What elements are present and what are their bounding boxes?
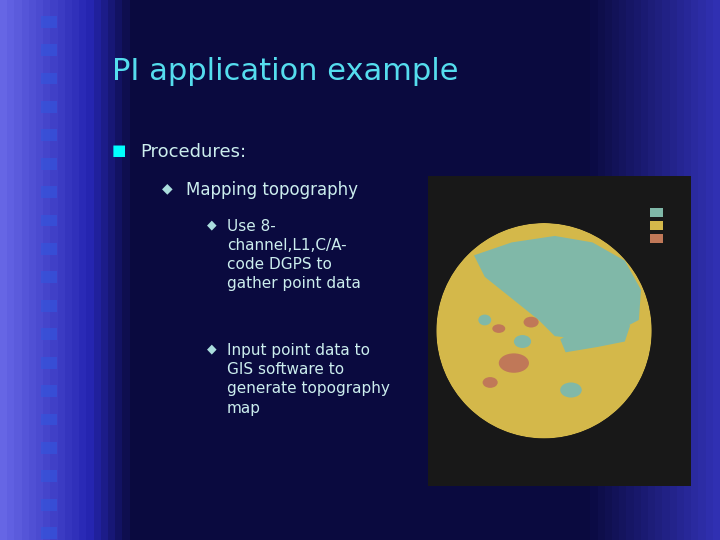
Text: Use 8-
channel,L1,C/A-
code DGPS to
gather point data: Use 8- channel,L1,C/A- code DGPS to gath… [227,219,361,291]
Ellipse shape [514,335,531,348]
Bar [41,527,57,539]
Bar [41,214,57,226]
Bar [41,442,57,454]
Bar [41,72,57,84]
Text: Procedures:: Procedures: [140,143,246,161]
Polygon shape [474,236,641,339]
Bar [41,385,57,397]
Text: ■: ■ [112,143,126,158]
Bar [41,414,57,426]
Bar [41,130,57,141]
Ellipse shape [523,317,539,328]
Bar [41,158,57,170]
Bar [41,272,57,284]
Bar [41,357,57,369]
Bar [650,221,663,231]
Ellipse shape [478,315,491,326]
Bar [41,16,57,28]
Ellipse shape [492,325,505,333]
Bar [41,499,57,511]
Text: ◆: ◆ [207,219,217,232]
Bar [650,234,663,244]
Ellipse shape [499,353,529,373]
Bar [41,328,57,340]
Bar [41,470,57,482]
Ellipse shape [560,382,582,397]
Text: Input point data to
GIS software to
generate topography
map: Input point data to GIS software to gene… [227,343,390,415]
Bar [41,44,57,56]
Bar [41,243,57,255]
Bar [41,300,57,312]
Text: ◆: ◆ [207,343,217,356]
Bar [650,208,663,218]
Ellipse shape [482,377,498,388]
Text: ◆: ◆ [162,181,173,195]
Bar [41,186,57,198]
Polygon shape [560,320,630,352]
Text: Mapping topography: Mapping topography [186,181,358,199]
Bar [41,101,57,113]
Polygon shape [436,223,652,438]
Bar [428,176,691,486]
Text: PI application example: PI application example [112,57,458,86]
